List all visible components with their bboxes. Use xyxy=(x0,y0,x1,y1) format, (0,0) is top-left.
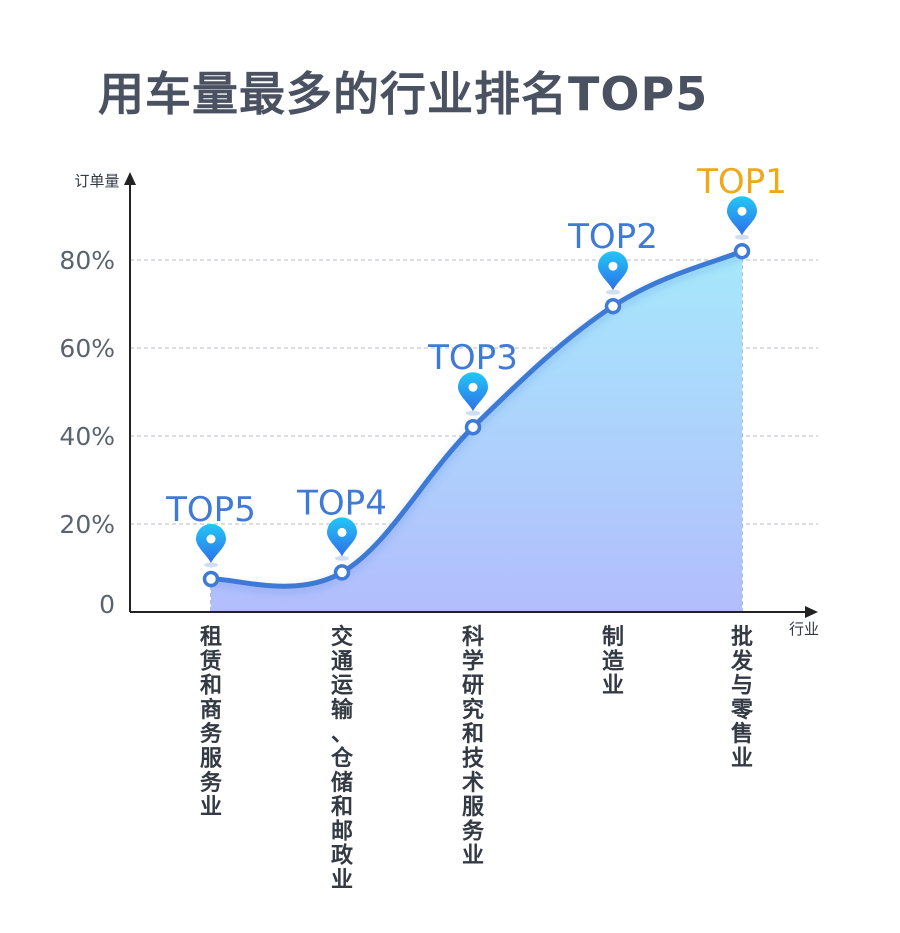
category-label: 租赁和商务服务业 xyxy=(199,625,223,820)
location-pin-icon xyxy=(727,196,757,240)
chart-title: 用车量最多的行业排名TOP5 xyxy=(98,67,709,121)
category-labels: 租赁和商务服务业 交通运输、仓储和邮政业 科学研究和技术服务业 制造业 批发与零售业 xyxy=(199,624,754,893)
data-point xyxy=(202,570,220,588)
rank-label: TOP4 xyxy=(296,483,387,523)
data-point xyxy=(333,564,351,581)
y-tick-label: 20% xyxy=(59,510,115,539)
data-points xyxy=(202,242,751,588)
y-axis-arrow xyxy=(124,172,136,185)
y-tick-labels: 0 20% 40% 60% 80% xyxy=(59,246,115,619)
data-point xyxy=(733,242,751,260)
y-tick-label: 0 xyxy=(99,590,115,619)
location-pin-icon xyxy=(196,524,226,568)
rank-labels: TOP5 TOP4 TOP3 TOP2 TOP1 xyxy=(165,162,787,530)
x-axis-label: 行业 xyxy=(789,620,819,638)
y-axis-label: 订单量 xyxy=(74,172,119,190)
data-point xyxy=(464,418,482,436)
marker-pins xyxy=(196,196,757,568)
y-tick-label: 60% xyxy=(59,334,115,363)
location-pin-icon xyxy=(327,517,357,561)
x-axis-arrow xyxy=(805,606,818,618)
category-label: 科学研究和技术服务业 xyxy=(462,625,485,869)
rank-label: TOP2 xyxy=(567,217,658,257)
rank-label: TOP3 xyxy=(427,338,518,378)
rank-label: TOP1 xyxy=(696,162,787,202)
y-tick-label: 80% xyxy=(59,246,115,275)
data-point xyxy=(604,297,622,315)
rank-label: TOP5 xyxy=(165,490,256,530)
category-label: 批发与零售业 xyxy=(730,625,754,772)
category-label: 制造业 xyxy=(602,625,624,699)
location-pin-icon xyxy=(458,372,489,416)
category-label: 交通运输、仓储和邮政业 xyxy=(330,624,354,893)
y-tick-label: 40% xyxy=(59,422,115,451)
location-pin-icon xyxy=(598,251,628,295)
